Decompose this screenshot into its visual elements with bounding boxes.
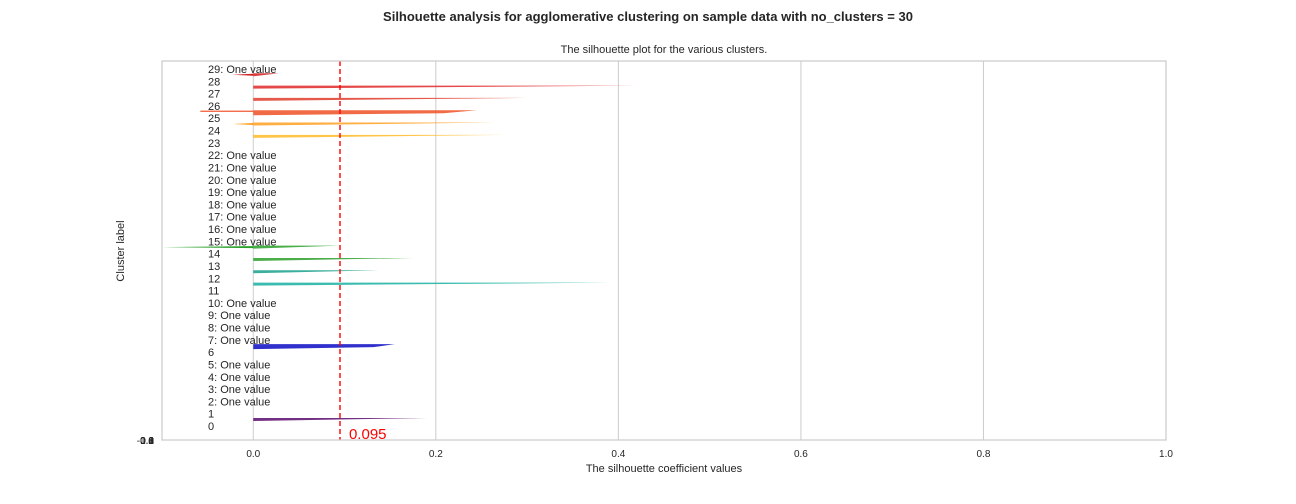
- cluster-label-6: 6: [208, 347, 214, 359]
- cluster-label-7: 7: One value: [208, 335, 270, 347]
- cluster-label-26: 26: [208, 101, 220, 113]
- chart-suptitle: Silhouette analysis for agglomerative cl…: [383, 9, 913, 24]
- cluster-label-18: 18: One value: [208, 199, 277, 211]
- silhouette-bar-23: [253, 134, 506, 138]
- cluster-label-13: 13: [208, 261, 220, 273]
- cluster-label-17: 17: One value: [208, 212, 277, 224]
- cluster-label-15: 15: One value: [208, 236, 277, 248]
- x-axis-label: The silhouette coefficient values: [586, 463, 743, 475]
- mean-line-group: 0.095: [339, 61, 387, 443]
- cluster-label-0: 0: [208, 421, 214, 433]
- cluster-label-25: 25: [208, 113, 220, 125]
- x-ticks: 0.0 0.2 0.4 0.6 0.8 1.0: [246, 449, 1173, 460]
- x-tick-label: 0.2: [429, 449, 443, 460]
- silhouette-negative-14: [162, 246, 254, 249]
- silhouette-bar-25: [253, 110, 477, 116]
- grid-lines: [252, 61, 1167, 440]
- y-tick-label: 0.8: [140, 436, 154, 447]
- cluster-label-14: 14: [208, 249, 220, 261]
- mean-silhouette-label: 0.095: [349, 426, 387, 443]
- cluster-label-11: 11: [208, 286, 219, 298]
- cluster-label-5: 5: One value: [208, 359, 270, 371]
- x-tick-label: 1.0: [1159, 449, 1173, 460]
- silhouette-bar-0: [253, 418, 427, 421]
- silhouette-bar-24: [253, 122, 495, 126]
- cluster-label-2: 2: One value: [208, 396, 270, 408]
- silhouette-bar-26: [253, 97, 527, 101]
- silhouette-bar-13: [253, 257, 413, 261]
- silhouette-bar-14: [253, 245, 340, 249]
- cluster-label-8: 8: One value: [208, 323, 270, 335]
- y-tick-label: 0.4: [140, 436, 154, 447]
- cluster-label-23: 23: [208, 138, 220, 150]
- cluster-label-3: 3: One value: [208, 384, 270, 396]
- y-ticks: -0.10.00.20.40.60.81.0: [137, 436, 155, 447]
- silhouette-bar-27: [253, 85, 638, 89]
- silhouette-bar-28: [253, 73, 279, 77]
- cluster-label-12: 12: [208, 273, 220, 285]
- cluster-label-4: 4: One value: [208, 372, 270, 384]
- silhouette-negative-28: [232, 73, 254, 76]
- plot-frame: [161, 60, 1167, 441]
- cluster-label-28: 28: [208, 76, 220, 88]
- x-tick-label: 0.0: [246, 449, 260, 460]
- y-tick-label: 1.0: [140, 436, 154, 447]
- cluster-label-22: 22: One value: [208, 150, 277, 162]
- x-tick-label: 0.4: [611, 449, 625, 460]
- y-tick-label: -0.1: [137, 436, 155, 447]
- cluster-label-19: 19: One value: [208, 187, 277, 199]
- x-tick-label: 0.6: [794, 449, 808, 460]
- cluster-label-27: 27: [208, 89, 220, 101]
- y-tick-label: 0.0: [140, 436, 154, 447]
- y-tick-label: 0.6: [140, 436, 154, 447]
- cluster-label-10: 10: One value: [208, 298, 277, 310]
- silhouette-bar-6: [253, 344, 395, 350]
- cluster-label-21: 21: One value: [208, 162, 277, 174]
- cluster-label-29: 29: One value: [208, 64, 277, 76]
- silhouette-bars: [162, 73, 638, 421]
- silhouette-bar-12: [253, 270, 380, 274]
- silhouette-negative-24: [232, 123, 254, 126]
- y-tick-label: 0.2: [140, 436, 154, 447]
- plot-title: The silhouette plot for the various clus…: [561, 44, 768, 56]
- cluster-label-24: 24: [208, 126, 220, 138]
- y-axis-label: Cluster label: [115, 220, 127, 281]
- cluster-label-16: 16: One value: [208, 224, 277, 236]
- cluster-label-1: 1: [208, 409, 214, 421]
- cluster-label-9: 9: One value: [208, 310, 270, 322]
- cluster-label-20: 20: One value: [208, 175, 277, 187]
- silhouette-bar-11: [253, 282, 612, 286]
- x-tick-label: 0.8: [977, 449, 991, 460]
